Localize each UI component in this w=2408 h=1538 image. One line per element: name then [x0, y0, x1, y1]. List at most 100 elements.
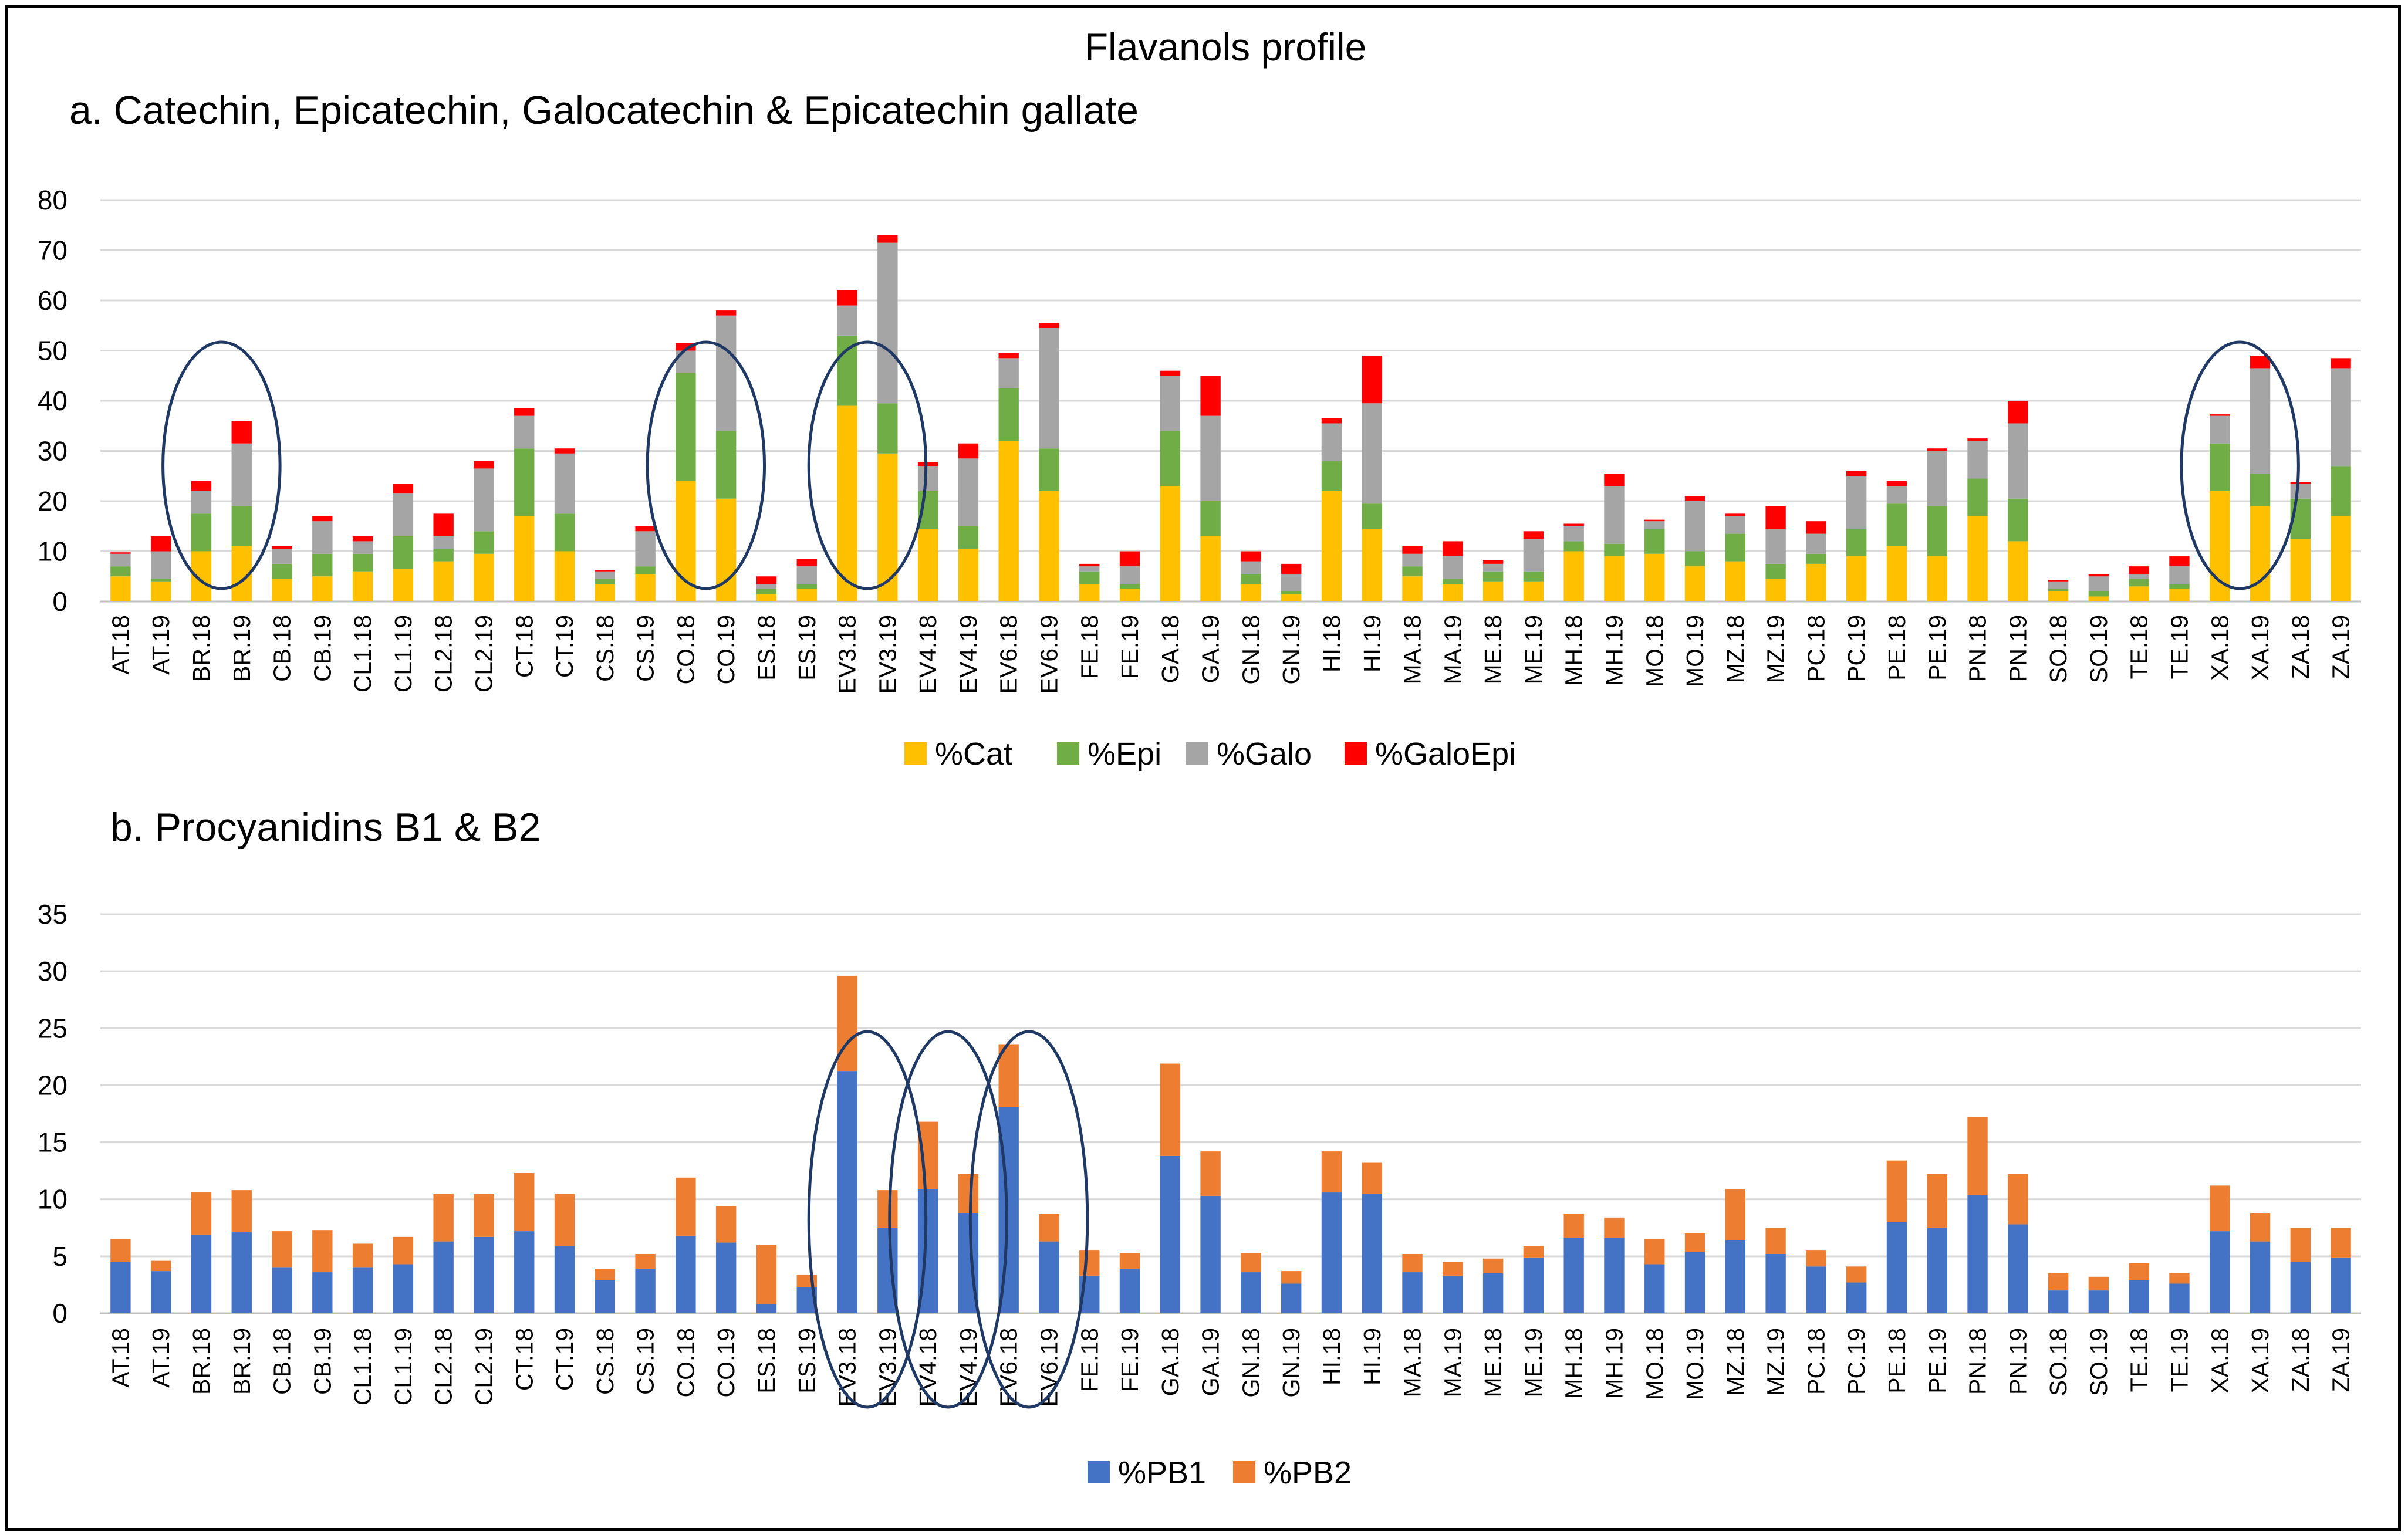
bar-pb2-fe-18 [1079, 1250, 1100, 1276]
chart-a: 0 10 20 30 40 50 60 70 80 AT.18 AT.19 BR.18 BR.19 CB.… [38, 185, 2361, 772]
bar-cat-cl2-19 [474, 553, 494, 601]
bar-pb1-mz-19 [1765, 1253, 1786, 1313]
x-tick-label: XA.19 [2247, 615, 2274, 681]
legend-label: %Galo [1217, 736, 1312, 772]
bar-cat-mh-18 [1563, 551, 1584, 601]
bar-galoepi-za-18 [2290, 482, 2311, 484]
bar-cat-za-18 [2290, 539, 2311, 601]
bar-pb1-gn-19 [1281, 1283, 1302, 1313]
bar-pb1-pe-18 [1886, 1222, 1907, 1313]
x-tick-label: MH.19 [1600, 1328, 1627, 1399]
bar-galo-xa-18 [2210, 415, 2230, 444]
bar-galoepi-ev6-19 [1039, 323, 1059, 329]
bar-galo-mh-19 [1604, 486, 1625, 544]
bar-cat-ev6-19 [1039, 491, 1059, 601]
x-tick-label: PE.18 [1883, 1328, 1910, 1394]
bar-pb2-ev4-18 [917, 1121, 938, 1189]
bar-pb2-br-18 [191, 1192, 212, 1235]
bar-epi-co-19 [715, 431, 737, 499]
bar-pb2-za-19 [2331, 1228, 2351, 1258]
bar-cat-co-18 [676, 481, 696, 601]
bar-pb2-mo-19 [1684, 1233, 1705, 1252]
bar-galo-hi-19 [1362, 403, 1382, 504]
x-tick-label: ZA.19 [2328, 1328, 2355, 1392]
bar-epi-ev6-18 [998, 388, 1019, 441]
bar-cat-es-18 [756, 594, 777, 601]
bar-epi-te-19 [2169, 584, 2190, 589]
bar-cat-cl1-18 [352, 571, 373, 601]
bar-epi-ct-18 [514, 448, 535, 516]
chart-b: 0 5 10 15 20 25 30 35 AT.18 AT.19 BR.18 BR.19 CB.18 C… [38, 899, 2361, 1490]
bar-pb2-so-18 [2048, 1273, 2069, 1291]
highlight-ellipse [968, 1030, 1089, 1409]
bar-cat-pc-18 [1806, 563, 1826, 601]
chart-b-title: b. Procyanidins B1 & B2 [110, 805, 541, 850]
bar-cat-hi-19 [1362, 529, 1382, 601]
bar-galoepi-ev3-18 [837, 290, 857, 306]
x-tick-label: FE.18 [1076, 1328, 1103, 1392]
x-tick-label: CO.18 [672, 615, 699, 685]
x-tick-label: SO.18 [2045, 615, 2072, 683]
bar-pb2-xa-18 [2210, 1185, 2230, 1232]
x-tick-label: MA.19 [1439, 615, 1466, 685]
bar-cat-xa-18 [2210, 491, 2230, 601]
bar-galo-ma-19 [1443, 556, 1463, 579]
bar-galoepi-mo-18 [1644, 519, 1665, 522]
bar-galo-ga-19 [1200, 415, 1221, 501]
bar-pb2-hi-18 [1321, 1151, 1342, 1193]
bar-pb2-hi-19 [1362, 1162, 1382, 1194]
x-tick-label: PC.18 [1802, 1328, 1829, 1395]
bar-galo-me-19 [1523, 539, 1544, 572]
bar-epi-hi-18 [1321, 461, 1342, 491]
bar-galo-ct-18 [514, 415, 535, 449]
highlight-ellipse [2180, 340, 2300, 590]
bar-galoepi-co-19 [715, 310, 737, 316]
bar-cat-mz-19 [1765, 579, 1786, 601]
bar-galoepi-pn-19 [2008, 401, 2028, 424]
x-tick-label: MZ.18 [1722, 615, 1749, 683]
bar-galoepi-fe-18 [1079, 563, 1100, 567]
bar-cat-za-19 [2331, 516, 2351, 601]
x-tick-label: PE.18 [1883, 615, 1910, 681]
x-tick-label: CT.18 [511, 615, 538, 678]
bar-epi-cl1-19 [393, 536, 414, 569]
bar-pb1-pn-19 [2008, 1224, 2028, 1313]
bar-galo-so-18 [2048, 581, 2069, 589]
bar-cat-ga-19 [1200, 536, 1221, 601]
bar-cat-fe-18 [1079, 584, 1100, 601]
bar-pb1-at-18 [110, 1262, 131, 1313]
bar-galoepi-ga-19 [1200, 376, 1221, 416]
bar-pb2-gn-19 [1281, 1271, 1302, 1284]
bar-galoepi-te-19 [2169, 556, 2190, 567]
bar-galoepi-es-19 [796, 559, 817, 567]
bar-galo-mz-19 [1765, 529, 1786, 564]
y-tick-label: 70 [38, 235, 67, 266]
legend-label: %GaloEpi [1375, 736, 1516, 772]
bar-pb2-br-19 [231, 1190, 252, 1233]
bar-galoepi-es-18 [756, 576, 777, 584]
x-tick-label: SO.19 [2085, 1328, 2112, 1396]
bar-pb1-mo-18 [1644, 1264, 1665, 1313]
bar-pb1-mh-19 [1604, 1238, 1625, 1313]
bar-epi-gn-19 [1281, 591, 1302, 594]
highlight-ellipse [888, 1030, 1008, 1409]
bar-pb1-ga-19 [1200, 1195, 1221, 1313]
bar-pb2-te-18 [2129, 1263, 2149, 1280]
x-tick-label: CB.18 [269, 615, 296, 682]
bar-galo-te-18 [2129, 573, 2149, 579]
bar-cat-ct-18 [514, 516, 535, 601]
bar-galo-es-18 [756, 584, 777, 589]
bar-pb2-ma-19 [1443, 1262, 1463, 1276]
x-tick-label: CT.19 [551, 1328, 578, 1391]
bar-cat-ev6-18 [998, 441, 1019, 601]
x-tick-label: MZ.19 [1762, 1328, 1789, 1396]
x-tick-label: GA.19 [1197, 1328, 1224, 1396]
bar-epi-mz-19 [1765, 563, 1786, 579]
bar-pb2-co-18 [676, 1177, 696, 1236]
bar-pb1-fe-19 [1119, 1269, 1140, 1313]
bar-cat-so-19 [2088, 596, 2109, 601]
bar-galoepi-br-18 [191, 481, 212, 491]
bar-cat-me-18 [1482, 581, 1504, 601]
bar-epi-ev3-19 [877, 403, 898, 454]
bar-galoepi-mo-19 [1684, 496, 1705, 501]
